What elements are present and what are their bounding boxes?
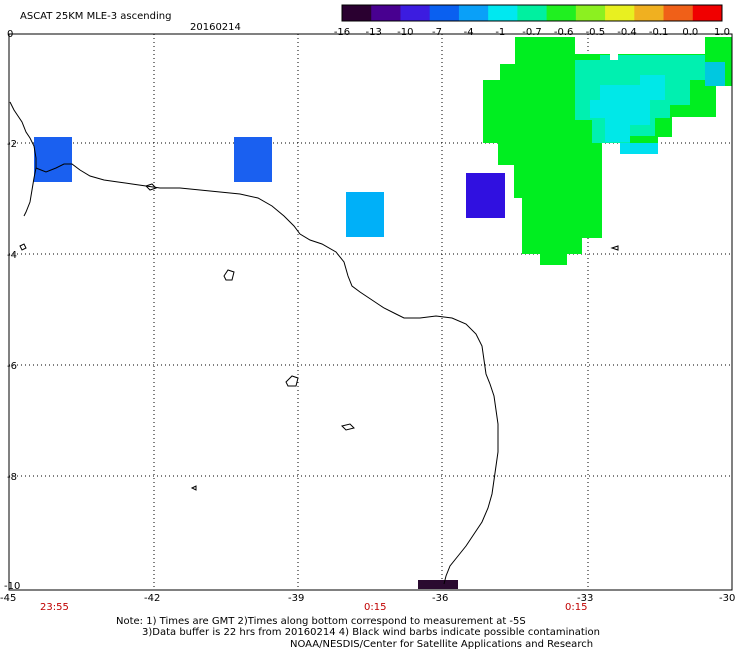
lat-label: -10: [4, 581, 20, 592]
colorbar-swatch: [692, 5, 723, 21]
lat-label: -2: [7, 139, 17, 150]
colorbar-tick-label: 1.0: [714, 27, 730, 38]
lon-label: -30: [719, 593, 735, 604]
colorbar-tick-label: -7: [432, 27, 442, 38]
colorbar-swatch: [546, 5, 577, 21]
data-cell-dark: [418, 580, 458, 589]
colorbar-tick-label: -4: [464, 27, 474, 38]
data-patch-white: [610, 50, 618, 60]
time-label: 0:15: [364, 602, 386, 613]
colorbar-swatch: [575, 5, 606, 21]
data-patch-light: [620, 143, 658, 154]
colorbar-tick-label: -0.5: [586, 27, 606, 38]
footer-note-1: Note: 1) Times are GMT 2)Times along bot…: [116, 616, 526, 627]
lat-label: 0: [7, 29, 13, 40]
colorbar-swatch: [458, 5, 489, 21]
lon-label: -36: [432, 593, 448, 604]
colorbar-tick-label: -0.6: [554, 27, 574, 38]
time-label: 23:55: [40, 602, 69, 613]
footer-note-2: 3)Data buffer is 22 hrs from 20160214 4)…: [142, 627, 600, 638]
data-cell-mid: [234, 137, 272, 182]
time-labels: 23:55 0:15 0:15: [40, 602, 587, 613]
lon-label: -42: [144, 593, 160, 604]
colorbar-tick-label: -10: [397, 27, 413, 38]
coastline: [9, 101, 619, 585]
colorbar-tick-label: -16: [334, 27, 350, 38]
colorbar-swatch: [371, 5, 401, 21]
longitude-labels: -45 -42 -39 -36 -33 -30: [0, 593, 735, 604]
colorbar: -16 -13 -10 -7 -4 -1 -0.7 -0.6 -0.5 -0.4 -0.1 0.0 1.…: [334, 4, 730, 38]
colorbar-swatch: [488, 5, 518, 21]
colorbar-tick-label: -13: [365, 27, 381, 38]
data-patch-blue-small: [705, 62, 725, 86]
product-title: ASCAT 25KM MLE-3 ascending: [20, 11, 171, 22]
lon-label: -33: [577, 593, 593, 604]
data-cell-violet: [466, 173, 505, 218]
colorbar-tick-label: -0.1: [649, 27, 669, 38]
data-cell-cyan: [346, 192, 384, 237]
wind-data-cells: [34, 37, 732, 589]
colorbar-tick-label: -1: [495, 27, 505, 38]
latitude-labels: 0 -2 -4 -6 -8 -10: [4, 29, 20, 592]
lat-label: -4: [7, 250, 17, 261]
lon-label: -39: [288, 593, 304, 604]
colorbar-tick-label: -0.4: [617, 27, 637, 38]
lat-label: -6: [7, 361, 17, 372]
time-label: 0:15: [565, 602, 587, 613]
map-frame: [8, 33, 733, 591]
lon-label: -45: [0, 593, 16, 604]
colorbar-swatch: [400, 5, 431, 21]
colorbar-tick-label: -0.7: [522, 27, 542, 38]
colorbar-swatch: [517, 5, 548, 21]
lat-label: -8: [7, 472, 17, 483]
data-patch-aqua: [590, 75, 665, 142]
colorbar-swatch: [634, 5, 665, 21]
colorbar-swatch: [663, 5, 694, 21]
colorbar-swatch: [342, 5, 372, 21]
product-date: 20160214: [190, 22, 241, 33]
footer-credit: NOAA/NESDIS/Center for Satellite Applica…: [290, 639, 593, 650]
colorbar-border: [341, 4, 723, 22]
colorbar-swatch: [429, 5, 460, 21]
colorbar-tick-label: 0.0: [682, 27, 698, 38]
colorbar-swatch: [605, 5, 635, 21]
data-cell-west: [34, 137, 72, 182]
